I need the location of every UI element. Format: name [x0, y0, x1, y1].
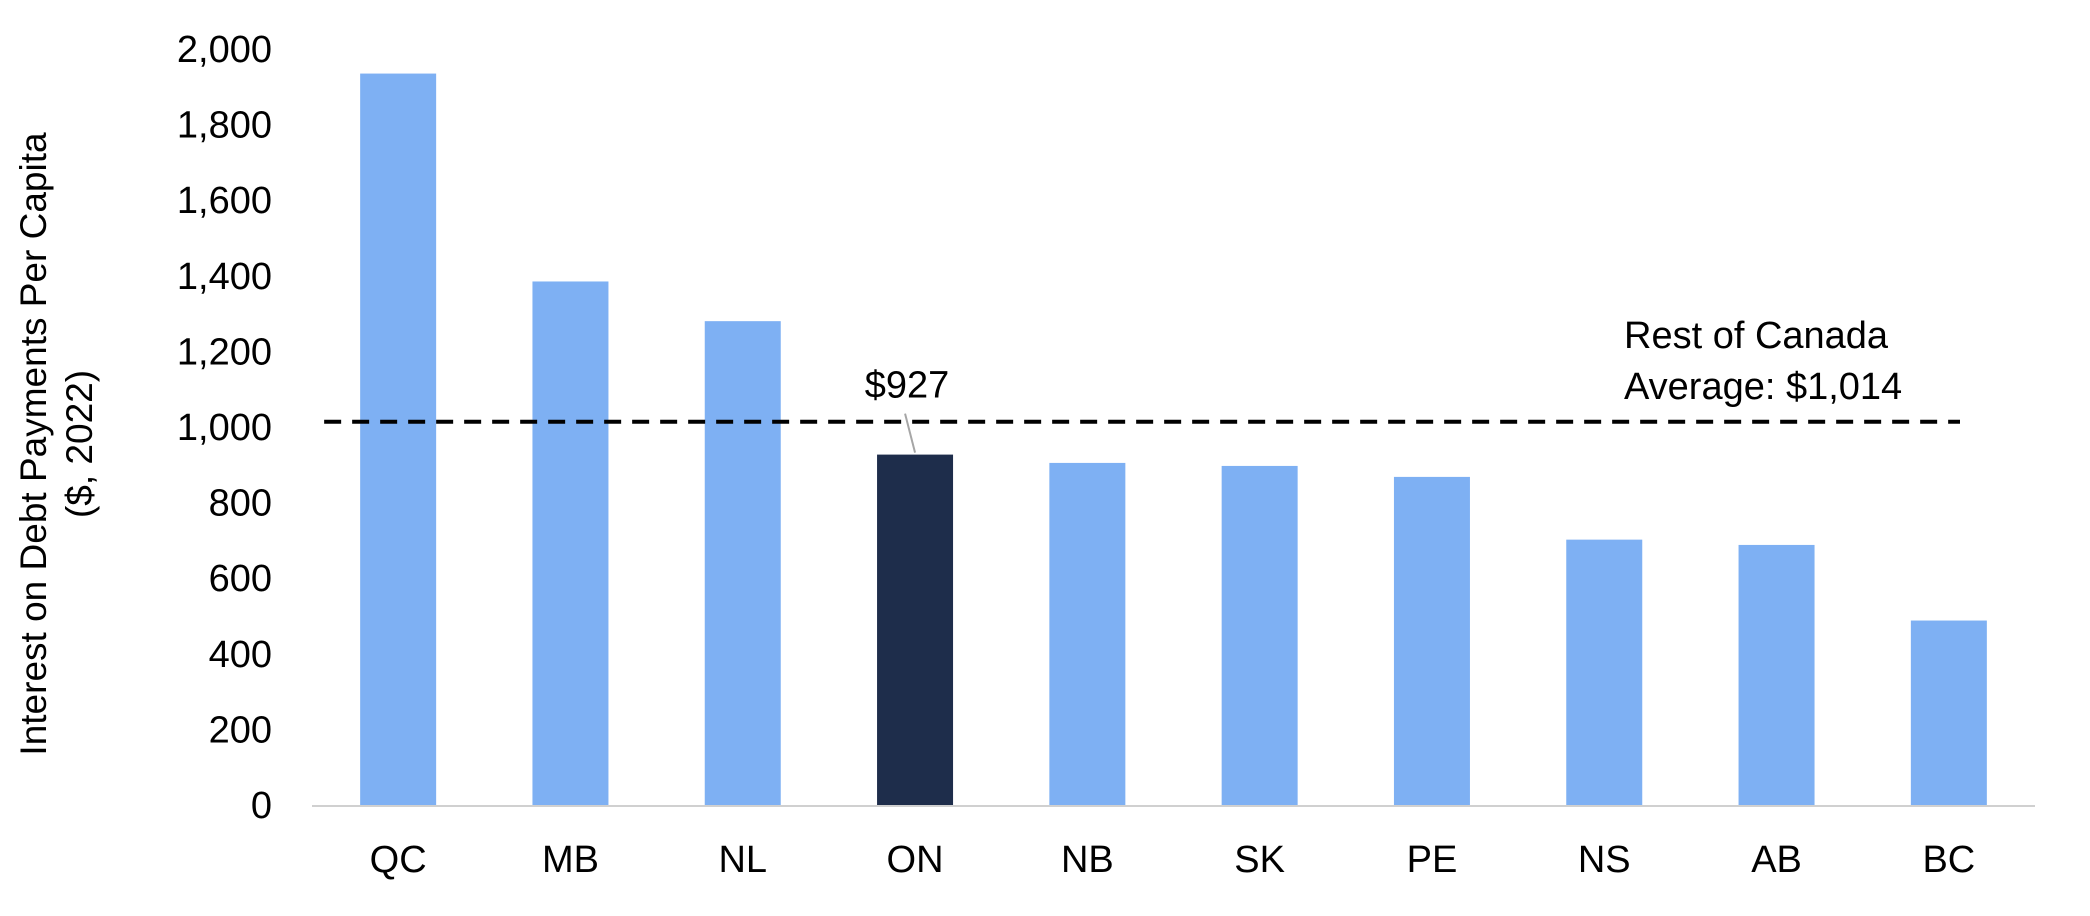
x-category-label: PE	[1407, 839, 1458, 881]
x-category-label: NS	[1578, 839, 1631, 881]
y-tick-label: 2,000	[177, 29, 272, 71]
y-axis-title-line-1: Interest on Debt Payments Per Capita	[13, 132, 54, 756]
x-category-label: SK	[1234, 839, 1285, 881]
reference-line-label: Average: $1,014	[1624, 366, 1902, 408]
bar-ns	[1566, 539, 1643, 805]
annotation-label: $927	[865, 365, 950, 407]
x-axis-labels: QC MB NL ON NB SK PE NS AB BC	[370, 839, 1976, 881]
bar-qc	[360, 73, 437, 805]
y-tick-label: 1,000	[177, 407, 272, 449]
y-tick-label: 1,600	[177, 180, 272, 222]
y-tick-label: 600	[209, 558, 272, 600]
bar-ab	[1738, 544, 1815, 805]
x-category-label: AB	[1751, 839, 1802, 881]
y-tick-label: 1,400	[177, 256, 272, 298]
reference-line-group: Rest of Canada Average: $1,014	[324, 315, 1960, 424]
bar-bc	[1910, 620, 1987, 805]
y-axis-ticks: 0 200 400 600 800 1,000 1,200 1,400 1,600 1,800 2,…	[177, 29, 272, 827]
x-category-label: NB	[1061, 839, 1114, 881]
annotations: $927	[865, 365, 950, 453]
x-category-label: QC	[370, 839, 427, 881]
bar-on	[877, 454, 954, 805]
bar-sk	[1221, 465, 1298, 805]
bar-mb	[532, 281, 609, 806]
annotation-leader-line	[904, 413, 917, 453]
bar-nl	[704, 321, 781, 805]
bar-nb	[1049, 462, 1126, 805]
bars	[360, 73, 1987, 806]
y-axis-title: Interest on Debt Payments Per Capita ($,…	[13, 132, 100, 756]
y-axis-title-line-2: ($, 2022)	[59, 370, 100, 518]
y-tick-label: 1,200	[177, 331, 272, 373]
bar-pe	[1393, 476, 1470, 805]
y-tick-label: 0	[251, 785, 272, 827]
y-tick-label: 800	[209, 483, 272, 525]
y-tick-label: 1,800	[177, 105, 272, 147]
x-category-label: BC	[1922, 839, 1975, 881]
x-category-label: ON	[887, 839, 944, 881]
y-tick-label: 200	[209, 709, 272, 751]
reference-line-label: Rest of Canada	[1624, 315, 1889, 357]
x-category-label: NL	[718, 839, 767, 881]
y-tick-label: 400	[209, 634, 272, 676]
x-category-label: MB	[542, 839, 599, 881]
